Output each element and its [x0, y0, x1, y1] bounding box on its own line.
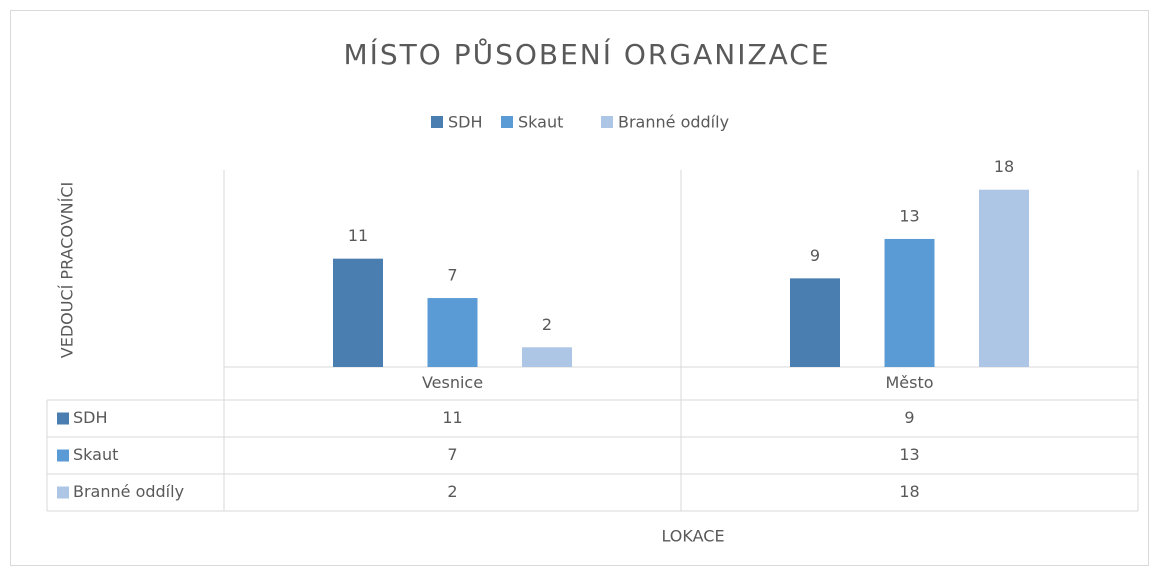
data-label: 13: [899, 206, 919, 225]
data-label: 9: [810, 246, 820, 265]
y-axis-title: VEDOUCÍ PRACOVNÍCI: [58, 182, 77, 358]
table-cell: 18: [899, 482, 919, 501]
data-label: 11: [348, 226, 368, 245]
bar: [333, 258, 383, 367]
legend-swatch: [431, 116, 443, 128]
table-series-label: Branné oddíly: [73, 482, 184, 501]
x-tick-label: Vesnice: [422, 373, 483, 392]
table-cell: 9: [904, 408, 914, 427]
chart-border: [10, 10, 1149, 566]
bar: [522, 347, 572, 367]
legend-swatch: [501, 116, 513, 128]
legend-swatch: [601, 116, 613, 128]
chart-title: MÍSTO PŮSOBENÍ ORGANIZACE: [343, 37, 830, 71]
table-cell: 7: [447, 445, 457, 464]
bar: [790, 278, 840, 367]
data-label: 18: [994, 157, 1014, 176]
table-cell: 13: [899, 445, 919, 464]
table-cell: 2: [447, 482, 457, 501]
bar: [979, 189, 1029, 367]
legend-label: SDH: [448, 113, 483, 132]
table-cell: 11: [442, 408, 462, 427]
data-label: 2: [542, 315, 552, 334]
bar: [427, 298, 478, 367]
table-series-label: Skaut: [73, 445, 118, 464]
x-tick-label: Město: [885, 373, 933, 392]
table-swatch: [57, 486, 69, 499]
legend-label: Branné oddíly: [618, 113, 729, 132]
x-axis-title: LOKACE: [661, 527, 724, 546]
legend-label: Skaut: [518, 113, 563, 132]
table-series-label: SDH: [73, 408, 108, 427]
table-swatch: [57, 412, 69, 425]
data-label: 7: [447, 266, 457, 285]
bar: [884, 238, 935, 367]
table-swatch: [57, 449, 69, 462]
